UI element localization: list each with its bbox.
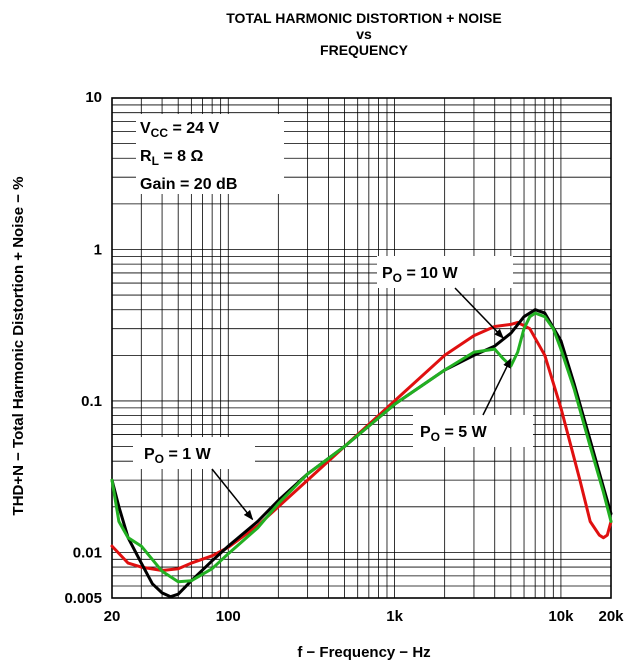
annotation-arrow-p1 xyxy=(211,468,254,521)
x-tick-label: 100 xyxy=(216,608,241,625)
y-tick-label: 0.1 xyxy=(81,393,102,410)
annotation-box-p10 xyxy=(377,256,513,288)
annotation-arrow-p5 xyxy=(482,357,512,416)
data-series xyxy=(110,308,613,599)
x-tick-label: 20k xyxy=(598,608,624,625)
x-tick-label: 1k xyxy=(386,608,403,625)
x-tick-label: 10k xyxy=(548,608,574,625)
conditions-box xyxy=(136,114,284,194)
annotation-label-p1: PO = 1 W xyxy=(144,446,212,466)
y-tick-label: 1 xyxy=(94,241,102,258)
x-axis-label: f − Frequency − Hz xyxy=(297,644,430,661)
y-tick-label: 0.01 xyxy=(73,544,102,561)
annotation-arrow-p10 xyxy=(454,287,504,339)
series-line-2 xyxy=(110,311,613,584)
series-line-0 xyxy=(110,320,613,572)
annotation-label-p5: PO = 5 W xyxy=(420,424,488,444)
x-tick-label: 20 xyxy=(104,608,121,625)
chart-title-line: vs xyxy=(356,26,372,42)
annotation-label-p10: PO = 10 W xyxy=(382,265,458,285)
gain-label: Gain = 20 dB xyxy=(140,176,237,193)
chart-title-line: TOTAL HARMONIC DISTORTION + NOISE xyxy=(226,10,501,26)
y-axis-label: THD+N − Total Harmonic Distortion + Nois… xyxy=(10,177,27,516)
y-tick-label: 0.005 xyxy=(64,590,102,607)
axis-tick-labels: 20 100 1k 10k 20k 0.005 0.01 0.1 1 10 xyxy=(64,89,624,625)
plot-frame xyxy=(111,97,612,599)
chart-title: TOTAL HARMONIC DISTORTION + NOISEvsFREQU… xyxy=(226,10,501,58)
vcc-label: VCC = 24 V xyxy=(140,120,219,140)
chart-title-line: FREQUENCY xyxy=(320,42,409,58)
y-tick-label: 10 xyxy=(85,89,102,106)
rl-label: RL = 8 Ω xyxy=(140,148,203,168)
annotations: VCC = 24 V RL = 8 Ω Gain = 20 dB PO = 10 W P… xyxy=(133,114,533,521)
annotation-box-p1 xyxy=(133,437,255,469)
annotation-box-p5 xyxy=(413,415,533,447)
